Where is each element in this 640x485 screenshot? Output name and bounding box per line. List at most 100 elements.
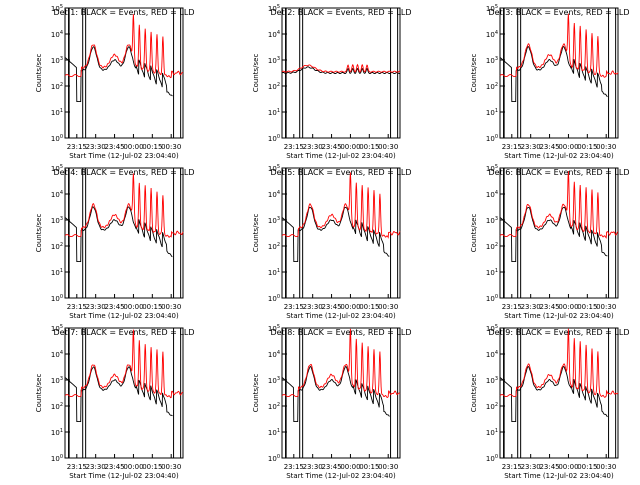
y-axis-label: Counts/sec	[35, 374, 43, 413]
time-interval-marker	[503, 327, 505, 459]
y-tick-label: 102	[51, 402, 63, 411]
x-axis-label: Start Time (12-Jul-02 23:04:40)	[504, 152, 614, 160]
y-axis-label: Counts/sec	[470, 374, 478, 413]
events-series-line	[281, 66, 401, 74]
detector-panel-6: 10010110210310410523:1523:3023:4500:0000…	[470, 164, 629, 320]
x-axis-label: Start Time (12-Jul-02 23:04:40)	[69, 472, 179, 480]
y-tick-label: 105	[268, 4, 280, 13]
events-series-line	[64, 46, 173, 103]
y-tick-label: 103	[268, 376, 280, 385]
x-tick-label: 23:30	[303, 463, 323, 471]
y-tick-label: 103	[486, 376, 498, 385]
x-tick-label: 00:15	[142, 463, 162, 471]
x-tick-label: 00:00	[558, 303, 578, 311]
events-series-line	[499, 365, 608, 423]
y-tick-label: 101	[51, 428, 63, 437]
y-tick-label: 100	[268, 294, 280, 303]
x-tick-label: 23:15	[502, 303, 522, 311]
y-tick-label: 105	[51, 4, 63, 13]
x-tick-label: 00:30	[378, 303, 398, 311]
y-tick-label: 101	[51, 108, 63, 117]
y-axis-label: Counts/sec	[35, 54, 43, 93]
x-tick-label: 23:30	[521, 303, 541, 311]
y-tick-label: 104	[486, 30, 498, 39]
x-tick-label: 23:30	[521, 143, 541, 151]
y-axis-label: Counts/sec	[252, 374, 260, 413]
panel-title: Det 1: BLACK = Events, RED = LLD	[54, 8, 195, 17]
panel-title: Det 7: BLACK = Events, RED = LLD	[54, 328, 195, 337]
y-tick-label: 104	[486, 350, 498, 359]
x-tick-label: 23:45	[539, 143, 559, 151]
x-tick-label: 23:15	[284, 303, 304, 311]
events-series-line	[499, 46, 608, 103]
x-tick-label: 00:15	[577, 143, 597, 151]
x-tick-label: 00:00	[340, 303, 360, 311]
y-tick-label: 103	[486, 56, 498, 65]
x-tick-label: 00:00	[340, 143, 360, 151]
y-tick-label: 103	[51, 216, 63, 225]
plot-frame	[499, 167, 619, 299]
events-series-line	[64, 206, 173, 263]
time-interval-marker	[608, 327, 617, 459]
y-tick-label: 102	[51, 242, 63, 251]
detector-panel-8: 10010110210310410523:1523:3023:4500:0000…	[252, 324, 411, 480]
y-tick-label: 102	[486, 402, 498, 411]
y-tick-label: 105	[486, 164, 498, 173]
lld-series-line	[281, 172, 401, 239]
lld-series-line	[281, 328, 401, 398]
time-interval-marker	[68, 7, 70, 139]
y-tick-label: 104	[51, 30, 63, 39]
x-tick-label: 00:00	[558, 143, 578, 151]
y-axis-label: Counts/sec	[470, 54, 478, 93]
panel-title: Det 2: BLACK = Events, RED = LLD	[271, 8, 412, 17]
lld-series-line	[64, 329, 184, 399]
y-tick-label: 103	[51, 376, 63, 385]
y-tick-label: 101	[268, 428, 280, 437]
y-tick-label: 101	[51, 268, 63, 277]
x-tick-label: 23:30	[303, 143, 323, 151]
x-tick-label: 23:45	[321, 143, 341, 151]
x-tick-label: 23:15	[502, 463, 522, 471]
x-tick-label: 00:30	[596, 143, 616, 151]
y-tick-label: 101	[486, 428, 498, 437]
x-tick-label: 23:15	[284, 143, 304, 151]
x-tick-label: 00:15	[142, 303, 162, 311]
y-tick-label: 104	[268, 350, 280, 359]
y-tick-label: 102	[268, 402, 280, 411]
y-tick-label: 103	[268, 56, 280, 65]
x-tick-label: 00:15	[142, 143, 162, 151]
time-interval-marker	[299, 7, 304, 139]
x-tick-label: 23:30	[86, 303, 106, 311]
y-tick-label: 104	[486, 190, 498, 199]
x-tick-label: 00:15	[577, 303, 597, 311]
y-tick-label: 101	[486, 268, 498, 277]
y-tick-label: 101	[268, 268, 280, 277]
x-tick-label: 23:30	[86, 143, 106, 151]
panel-title: Det 4: BLACK = Events, RED = LLD	[54, 168, 195, 177]
x-tick-label: 00:00	[558, 463, 578, 471]
x-tick-label: 00:30	[596, 463, 616, 471]
detector-panel-3: 10010110210310410523:1523:3023:4500:0000…	[470, 4, 629, 160]
y-tick-label: 104	[51, 190, 63, 199]
x-tick-label: 00:30	[161, 143, 181, 151]
events-series-line	[281, 206, 390, 263]
x-axis-label: Start Time (12-Jul-02 23:04:40)	[69, 312, 179, 320]
detector-panel-5: 10010110210310410523:1523:3023:4500:0000…	[252, 164, 411, 320]
y-tick-label: 103	[268, 216, 280, 225]
x-tick-label: 00:00	[123, 143, 143, 151]
detector-panel-9: 10010110210310410523:1523:3023:4500:0000…	[470, 324, 629, 480]
lld-series-line	[281, 63, 400, 73]
x-tick-label: 00:30	[378, 463, 398, 471]
time-interval-marker	[299, 327, 304, 459]
x-tick-label: 00:00	[123, 303, 143, 311]
lld-series-line	[64, 173, 184, 238]
x-tick-label: 00:30	[596, 303, 616, 311]
y-tick-label: 105	[486, 324, 498, 333]
y-tick-label: 103	[486, 216, 498, 225]
x-tick-label: 23:45	[539, 303, 559, 311]
panel-title: Det 6: BLACK = Events, RED = LLD	[489, 168, 630, 177]
x-tick-label: 00:00	[340, 463, 360, 471]
lld-series-line	[499, 170, 619, 239]
time-interval-marker	[82, 327, 87, 459]
